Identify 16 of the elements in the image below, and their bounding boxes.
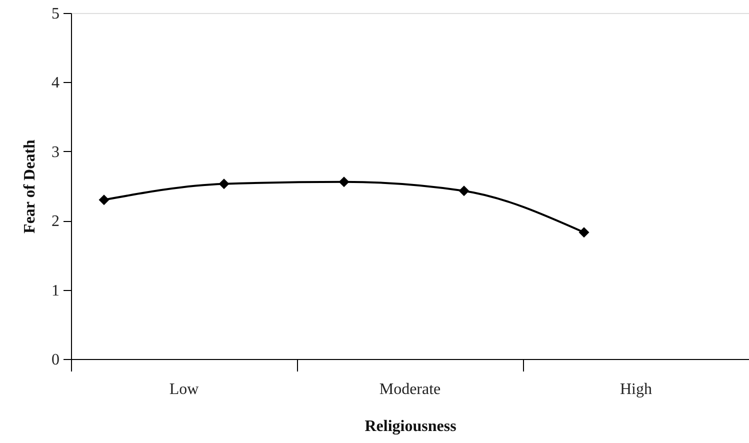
text: Moderate [379, 381, 441, 398]
x-axis-title: Religiousness [364, 418, 456, 435]
y-tick-label: 3 [52, 144, 60, 161]
point [98, 194, 110, 206]
y-tick-label: 2 [52, 213, 60, 230]
point [458, 186, 470, 196]
y-tick-label: 5 [52, 6, 60, 22]
y-axis-title: Fear of Death [22, 139, 38, 234]
y-tick-label: 0 [52, 352, 60, 368]
text: High [620, 381, 652, 398]
y-tick-label: 4 [52, 74, 60, 92]
point [338, 176, 350, 188]
y-tick-label: 1 [52, 282, 60, 300]
point [578, 227, 590, 238]
point [218, 178, 230, 190]
text: Low [169, 381, 200, 398]
